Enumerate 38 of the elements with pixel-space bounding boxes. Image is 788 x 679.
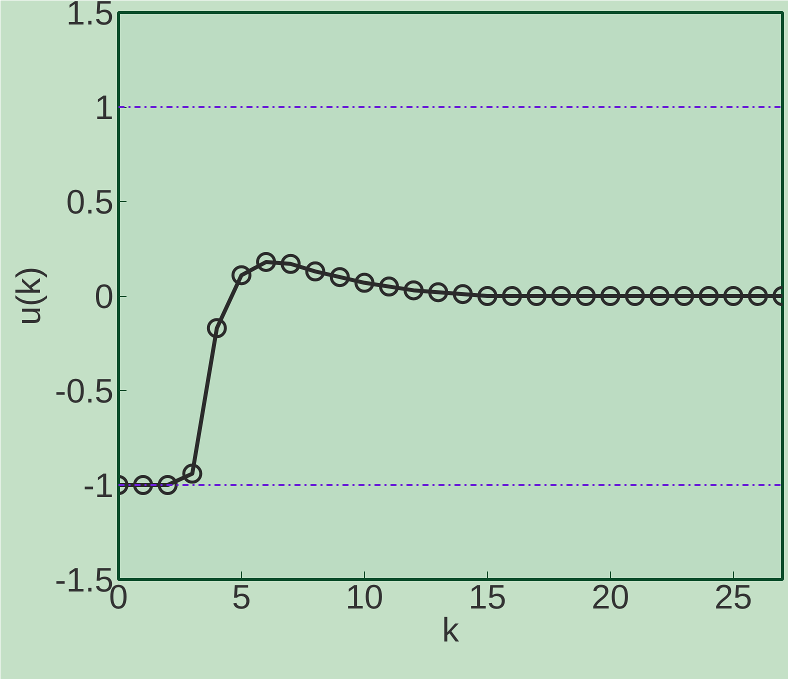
point bbox=[748, 286, 768, 306]
point bbox=[280, 254, 301, 274]
x-tick-label: 25 bbox=[714, 578, 752, 616]
point bbox=[723, 286, 744, 306]
point bbox=[526, 286, 547, 306]
point bbox=[477, 286, 498, 306]
point bbox=[206, 318, 227, 338]
point bbox=[600, 286, 620, 306]
point bbox=[502, 286, 522, 306]
y-axis-title: u(k) bbox=[10, 266, 48, 326]
point bbox=[231, 265, 252, 286]
x-tick-label: 15 bbox=[468, 578, 506, 616]
y-tick-label: 1.5 bbox=[66, 0, 114, 32]
point bbox=[182, 464, 202, 484]
point bbox=[650, 286, 670, 306]
y-tick-label: 0 bbox=[94, 278, 114, 316]
point bbox=[354, 272, 374, 293]
point bbox=[404, 280, 424, 300]
point bbox=[428, 282, 448, 302]
y-tick-label: 1 bbox=[94, 89, 114, 127]
point bbox=[256, 252, 276, 272]
x-tick-label: 5 bbox=[232, 578, 251, 616]
point bbox=[698, 286, 719, 306]
point bbox=[158, 475, 178, 495]
y-tick-label: -1 bbox=[83, 467, 114, 505]
point bbox=[674, 286, 694, 306]
point bbox=[452, 284, 473, 304]
point bbox=[551, 286, 572, 306]
y-tick-label: 0.5 bbox=[66, 184, 114, 222]
x-axis-title: k bbox=[442, 612, 460, 650]
point bbox=[305, 261, 326, 282]
point bbox=[624, 286, 645, 306]
point bbox=[379, 276, 400, 297]
x-tick-label: 20 bbox=[591, 578, 630, 616]
point bbox=[576, 286, 596, 306]
y-tick-label: -0.5 bbox=[54, 372, 114, 410]
point bbox=[330, 267, 350, 288]
x-tick-label: 10 bbox=[346, 578, 384, 616]
